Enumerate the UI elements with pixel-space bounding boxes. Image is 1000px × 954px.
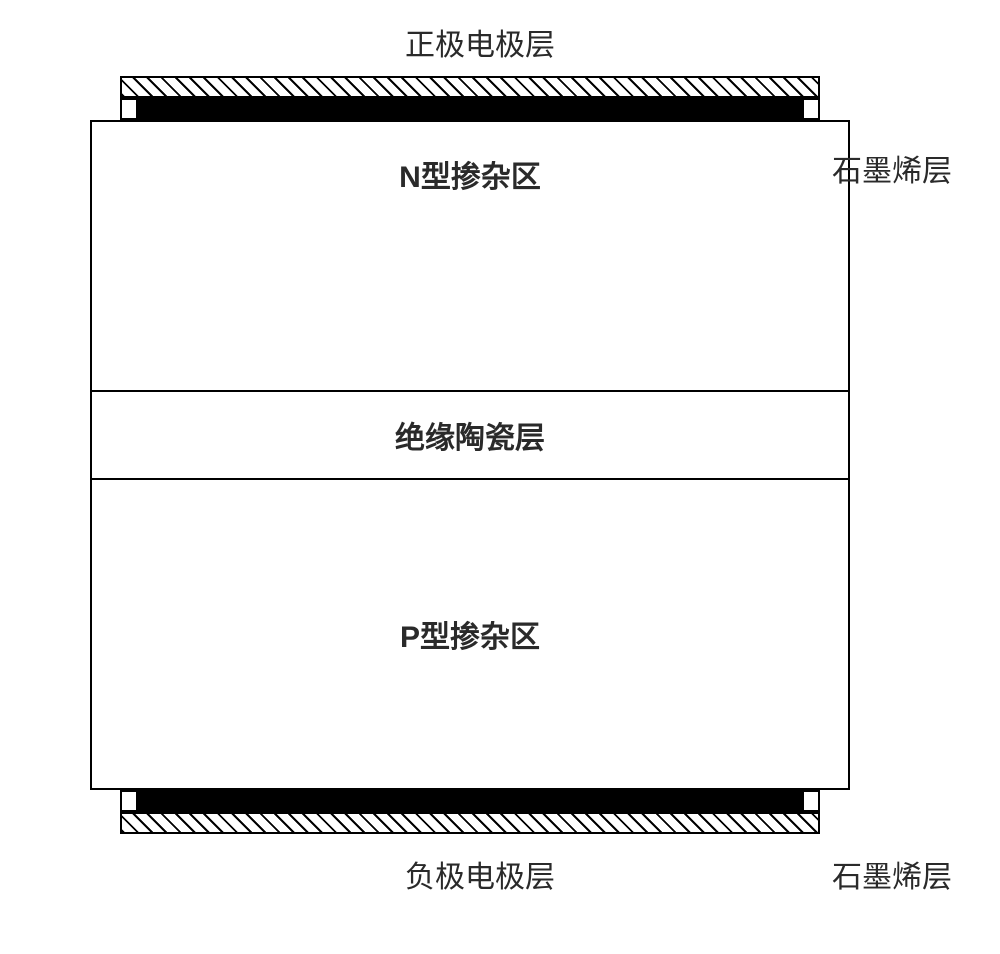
edge-right xyxy=(804,100,818,118)
ceramic-label: 绝缘陶瓷层 xyxy=(395,413,545,457)
n-doped-region: N型掺杂区 xyxy=(90,120,850,390)
edge-left xyxy=(122,100,136,118)
ceramic-insulator-layer: 绝缘陶瓷层 xyxy=(90,390,850,480)
hatch-fill xyxy=(122,814,818,832)
graphene-layer-top xyxy=(120,98,820,120)
layer-diagram: 正极电极层 石墨烯层 N型掺杂区 绝缘陶瓷层 P型掺杂区 石墨烯层 负极电极层 xyxy=(80,20,980,896)
p-region-label: P型掺杂区 xyxy=(400,612,540,656)
graphene-layer-bottom xyxy=(120,790,820,812)
graphene-bottom-label: 石墨烯层 xyxy=(832,852,952,896)
edge-right xyxy=(804,792,818,810)
n-region-label: N型掺杂区 xyxy=(399,152,541,196)
negative-electrode-layer xyxy=(120,812,820,834)
edge-left xyxy=(122,792,136,810)
layer-stack: 石墨烯层 N型掺杂区 绝缘陶瓷层 P型掺杂区 石墨烯层 xyxy=(120,76,820,834)
p-doped-region: P型掺杂区 xyxy=(90,480,850,790)
positive-electrode-layer xyxy=(120,76,820,98)
graphene-top-label: 石墨烯层 xyxy=(832,146,952,190)
top-electrode-label: 正极电极层 xyxy=(0,20,980,64)
hatch-fill xyxy=(122,78,818,96)
